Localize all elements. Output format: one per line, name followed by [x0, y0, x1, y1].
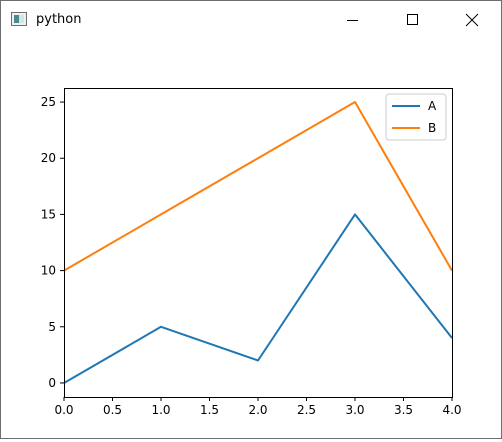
minimize-button[interactable]: [330, 1, 376, 39]
window-title: python: [36, 12, 82, 27]
x-tick-label: 3.5: [394, 403, 413, 417]
chart-area: 0.0 0.5 1.0 1.5 2.0 2.5 3.0 3.5 4.0 0 5 10 15 20 25 A…: [1, 39, 501, 438]
x-tick-label: 3.0: [345, 403, 364, 417]
series-layer: [63, 101, 453, 384]
x-tick-label: 4.0: [442, 403, 461, 417]
x-axis: 0.0 0.5 1.0 1.5 2.0 2.5 3.0 3.5 4.0: [54, 397, 462, 417]
close-button[interactable]: [449, 1, 495, 39]
y-tick-label: 20: [41, 151, 56, 165]
y-tick-label: 10: [41, 264, 56, 278]
x-tick-label: 2.0: [248, 403, 267, 417]
legend-box: [385, 93, 447, 141]
maximize-button[interactable]: [390, 1, 436, 39]
y-tick-label: 0: [48, 376, 56, 390]
minimize-icon: [347, 20, 358, 21]
maximize-icon: [407, 14, 418, 25]
y-axis: 0 5 10 15 20 25: [41, 95, 64, 390]
legend-label-a: A: [428, 99, 437, 113]
title-bar[interactable]: python: [1, 1, 501, 39]
series-line-a: [63, 213, 453, 384]
x-tick-label: 0.5: [103, 403, 122, 417]
y-tick-label: 5: [48, 320, 56, 334]
x-tick-label: 2.5: [297, 403, 316, 417]
y-tick-label: 15: [41, 207, 56, 221]
x-tick-label: 1.0: [151, 403, 170, 417]
series-line-b: [63, 101, 453, 272]
legend-label-b: B: [428, 121, 436, 135]
line-chart: 0.0 0.5 1.0 1.5 2.0 2.5 3.0 3.5 4.0 0 5 10 15 20 25 A…: [41, 88, 462, 417]
close-icon: [465, 13, 479, 27]
app-icon: [11, 12, 27, 26]
x-tick-label: 0.0: [54, 403, 73, 417]
legend: AB: [385, 93, 447, 141]
y-tick-label: 25: [41, 95, 56, 109]
x-tick-label: 1.5: [200, 403, 219, 417]
